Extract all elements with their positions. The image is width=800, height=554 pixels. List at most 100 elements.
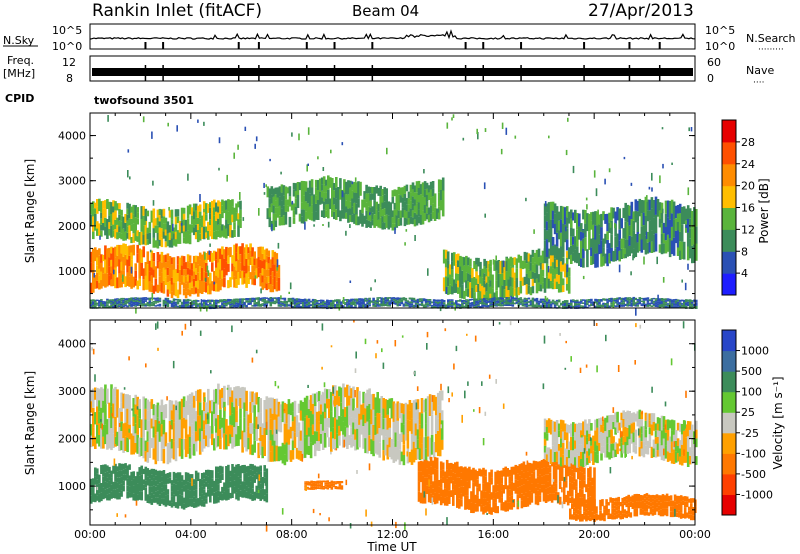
echo-cell (415, 181, 419, 193)
echo-cell (160, 424, 164, 437)
echo-cell (644, 297, 648, 301)
echo-speck (200, 299, 203, 305)
echo-cell (567, 211, 571, 224)
echo-cell (644, 303, 648, 307)
echo-cell (176, 272, 180, 282)
echo-cell (124, 304, 127, 307)
echo-cell (630, 304, 634, 307)
echo-cell (366, 389, 369, 406)
echo-cell (499, 299, 502, 301)
echo-cell (469, 290, 472, 298)
echo-cell (594, 225, 597, 240)
echo-speck (304, 221, 306, 230)
echo-cell (96, 280, 99, 289)
echo-speck (495, 255, 497, 261)
echo-cell (663, 501, 667, 509)
echo-cell (132, 485, 135, 494)
echo-cell (574, 423, 577, 433)
echo-cell (282, 205, 286, 216)
echo-cell (350, 298, 353, 302)
echo-cell (539, 305, 543, 308)
echo-cell (606, 303, 609, 305)
echo-cell (332, 438, 335, 449)
echo-cell (90, 487, 93, 496)
echo-cell (607, 512, 610, 516)
echo-cell (320, 210, 324, 217)
echo-cell (461, 302, 464, 306)
echo-cell (509, 266, 513, 277)
echo-cell (294, 190, 298, 199)
echo-cell (174, 304, 178, 306)
echo-cell (565, 270, 569, 278)
echo-cell (192, 431, 196, 444)
echo-cell (235, 410, 238, 423)
echo-cell (247, 437, 250, 450)
echo-cell (375, 209, 378, 218)
echo-cell (142, 468, 145, 475)
echo-cell (394, 297, 398, 300)
echo-cell (114, 386, 117, 397)
echo-cell (620, 300, 623, 303)
echo-cell (132, 214, 135, 224)
echo-cell (162, 470, 166, 478)
echo-cell (575, 486, 578, 494)
echo-cell (275, 300, 279, 302)
echo-cell (331, 203, 334, 211)
echo-cell (209, 301, 212, 303)
echo-cell (362, 298, 365, 302)
echo-cell (570, 227, 573, 237)
echo-cell (503, 299, 506, 301)
echo-cell (493, 304, 496, 307)
echo-cell (533, 298, 537, 302)
echo-cell (118, 209, 121, 215)
echo-cell (529, 254, 533, 263)
echo-cell (354, 300, 357, 302)
echo-cell (519, 303, 523, 305)
echo-cell (211, 304, 214, 307)
echo-cell (585, 503, 588, 509)
echo-cell (369, 193, 372, 201)
echo-cell (225, 299, 228, 302)
echo-cell (609, 513, 612, 519)
echo-cell (98, 474, 101, 484)
echo-cell (398, 433, 402, 450)
echo-cell (650, 299, 654, 302)
echo-cell (235, 212, 238, 221)
echo-cell (156, 240, 160, 249)
echo-cell (441, 462, 445, 470)
echo-cell (531, 257, 535, 265)
echo-cell (241, 270, 244, 285)
echo-cell (134, 217, 137, 229)
echo-cell (410, 297, 414, 300)
echo-cell (94, 202, 97, 209)
echo-cell (219, 491, 222, 501)
echo-cell (202, 478, 206, 484)
echo-cell (307, 427, 311, 437)
echo-cell (158, 305, 162, 307)
echo-cell (219, 474, 222, 483)
echo-cell (670, 226, 674, 241)
echo-cell (268, 207, 272, 218)
echo-cell (332, 483, 336, 486)
echo-cell (202, 501, 206, 507)
echo-cell (158, 208, 162, 216)
echo-cell (563, 224, 567, 243)
echo-speck (206, 305, 208, 312)
echo-cell (160, 262, 164, 273)
echo-cell (202, 304, 206, 307)
echo-cell (158, 405, 162, 424)
echo-cell (403, 193, 407, 202)
echo-cell (679, 507, 683, 513)
echo-cell (495, 300, 498, 303)
y-tick-label: 2000 (58, 220, 86, 233)
echo-cell (507, 303, 510, 305)
echo-cell (172, 494, 176, 507)
echo-cell (413, 219, 417, 227)
echo-cell (474, 503, 477, 512)
echo-cell (686, 301, 690, 304)
echo-cell (251, 402, 254, 413)
echo-cell (192, 419, 196, 432)
echo-cell (166, 253, 170, 261)
echo-cell (379, 185, 382, 197)
echo-cell (372, 303, 375, 305)
